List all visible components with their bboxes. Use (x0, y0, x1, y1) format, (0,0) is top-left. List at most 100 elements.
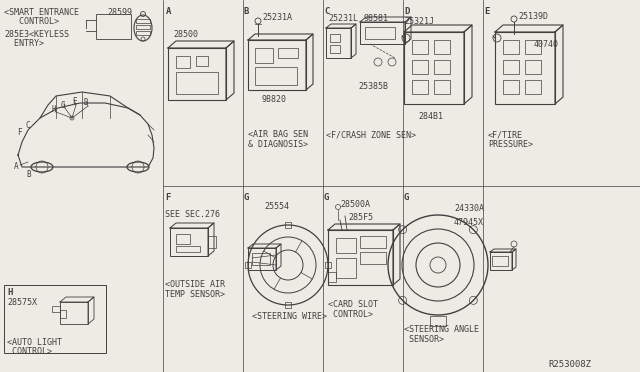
Bar (248, 248, 276, 270)
Bar (176, 56, 190, 68)
Text: G: G (404, 193, 410, 202)
Text: 25231L: 25231L (328, 14, 358, 23)
Text: CONTROL>: CONTROL> (7, 347, 52, 356)
Text: A: A (14, 162, 19, 171)
Bar (52, 306, 60, 312)
Bar (176, 234, 190, 244)
Text: 98581: 98581 (363, 14, 388, 23)
Text: 28599: 28599 (107, 8, 132, 17)
Bar (136, 25, 150, 29)
Bar (248, 40, 306, 90)
Bar (412, 80, 428, 94)
Text: 25231A: 25231A (262, 13, 292, 22)
Text: D: D (404, 7, 410, 16)
Bar (4, 285, 106, 353)
Text: E: E (72, 97, 77, 106)
Text: TEMP SENSOR>: TEMP SENSOR> (165, 290, 225, 299)
Text: 285F5: 285F5 (348, 213, 373, 222)
Bar (360, 252, 386, 264)
Bar (328, 272, 336, 282)
Bar (330, 34, 340, 42)
Text: 47945X: 47945X (454, 218, 484, 227)
Text: SENSOR>: SENSOR> (404, 335, 444, 344)
Text: C: C (324, 7, 330, 16)
Bar (252, 253, 270, 265)
Text: <AIR BAG SEN: <AIR BAG SEN (248, 130, 308, 139)
Text: 25139D: 25139D (518, 12, 548, 21)
Text: ENTRY>: ENTRY> (4, 39, 44, 48)
Bar (404, 32, 464, 104)
Text: <SMART ENTRANCE: <SMART ENTRANCE (4, 8, 79, 17)
Text: 25554: 25554 (264, 202, 289, 211)
Bar (326, 28, 351, 58)
Text: <F/CRASH ZONE SEN>: <F/CRASH ZONE SEN> (326, 130, 416, 139)
Bar (176, 72, 218, 94)
Bar (176, 246, 200, 252)
Bar (430, 316, 446, 326)
Ellipse shape (31, 162, 53, 172)
Text: SEE SEC.276: SEE SEC.276 (165, 210, 220, 219)
Bar (136, 31, 150, 35)
Bar (525, 40, 541, 54)
Text: <STEERING WIRE>: <STEERING WIRE> (252, 312, 327, 321)
Text: B: B (244, 7, 250, 16)
Bar (325, 262, 331, 268)
Text: 25321J: 25321J (404, 17, 434, 26)
Bar (495, 32, 555, 104)
Bar (434, 60, 450, 74)
Text: 98820: 98820 (262, 95, 287, 104)
Bar (492, 256, 508, 266)
Text: 28500A: 28500A (340, 200, 370, 209)
Text: A: A (166, 7, 172, 16)
Ellipse shape (127, 162, 149, 172)
Bar (196, 56, 208, 66)
Bar (60, 310, 66, 318)
Text: G: G (61, 101, 66, 110)
Bar (136, 19, 150, 23)
Bar (168, 48, 226, 100)
Bar (525, 80, 541, 94)
Text: <AUTO LIGHT: <AUTO LIGHT (7, 338, 62, 347)
Text: F: F (165, 193, 170, 202)
Text: <CARD SLOT: <CARD SLOT (328, 300, 378, 309)
Bar (328, 230, 393, 285)
Text: B: B (26, 170, 31, 179)
Bar (434, 40, 450, 54)
Text: G: G (324, 193, 330, 202)
Text: H: H (52, 105, 56, 114)
Bar (285, 302, 291, 308)
Bar (245, 262, 251, 268)
Text: C: C (25, 121, 29, 130)
Text: 24330A: 24330A (454, 204, 484, 213)
Bar (365, 27, 395, 39)
Text: PRESSURE>: PRESSURE> (488, 140, 533, 149)
Text: & DIAGNOSIS>: & DIAGNOSIS> (248, 140, 308, 149)
Text: 25385B: 25385B (358, 82, 388, 91)
Bar (490, 252, 512, 270)
Bar (412, 60, 428, 74)
Bar (96, 14, 131, 39)
Bar (434, 80, 450, 94)
Bar (503, 80, 519, 94)
Bar (525, 60, 541, 74)
Text: 40740: 40740 (534, 40, 559, 49)
Text: 284B1: 284B1 (418, 112, 443, 121)
Text: <OUTSIDE AIR: <OUTSIDE AIR (165, 280, 225, 289)
Text: 28575X: 28575X (7, 298, 37, 307)
Bar (336, 238, 356, 253)
Bar (60, 302, 88, 324)
Text: R253008Z: R253008Z (548, 360, 591, 369)
Text: H: H (7, 288, 12, 297)
Text: CONTROL>: CONTROL> (4, 17, 59, 26)
Text: <F/TIRE: <F/TIRE (488, 130, 523, 139)
Bar (255, 48, 273, 63)
Bar (360, 236, 386, 248)
Text: <STEERING ANGLE: <STEERING ANGLE (404, 325, 479, 334)
Ellipse shape (134, 15, 152, 41)
Text: E: E (484, 7, 490, 16)
Bar (330, 45, 340, 53)
Text: CONTROL>: CONTROL> (328, 310, 373, 319)
Bar (503, 60, 519, 74)
Text: 28500: 28500 (173, 30, 198, 39)
Bar (208, 236, 216, 248)
